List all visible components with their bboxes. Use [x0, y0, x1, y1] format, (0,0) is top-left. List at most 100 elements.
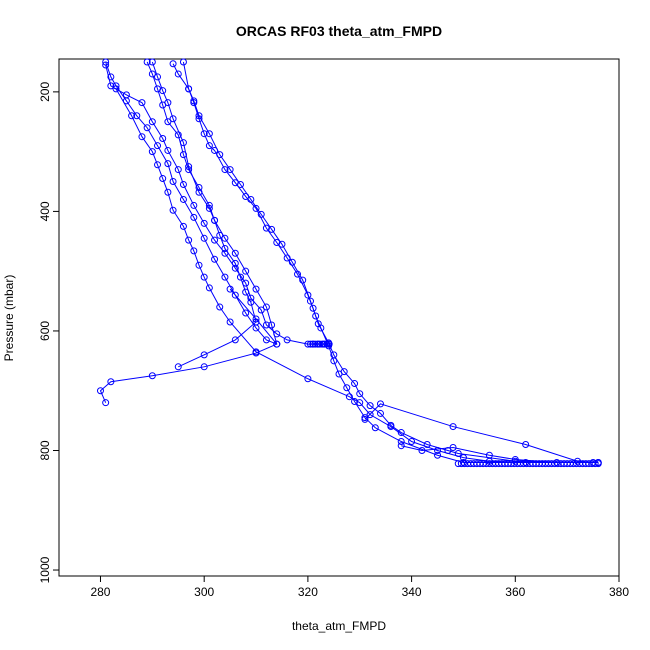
x-axis-label: theta_atm_FMPD: [292, 619, 386, 633]
series-6: [112, 85, 530, 466]
series-5: [102, 61, 333, 348]
data-point: [154, 161, 162, 169]
data-point: [371, 424, 379, 432]
data-point: [252, 348, 260, 356]
data-point: [107, 82, 115, 90]
data-point: [231, 336, 239, 344]
data-point: [190, 247, 198, 255]
data-point: [236, 273, 244, 281]
data-point: [211, 216, 219, 224]
data-point: [102, 61, 110, 69]
data-point: [242, 267, 250, 275]
data-point: [148, 372, 156, 380]
data-point: [252, 285, 260, 293]
data-point: [273, 238, 281, 246]
data-point: [205, 284, 213, 292]
data-point: [366, 411, 374, 419]
data-point: [107, 73, 115, 81]
data-point: [190, 99, 198, 107]
data-point: [221, 249, 229, 257]
dense-marker-run-2: [306, 340, 333, 348]
x-tick-label: 300: [194, 585, 214, 599]
data-point: [102, 399, 110, 407]
y-tick-label: 200: [38, 82, 52, 102]
data-point: [216, 303, 224, 311]
data-point: [594, 460, 602, 468]
data-point: [343, 384, 351, 392]
data-point: [434, 451, 442, 459]
data-point: [345, 393, 353, 401]
data-point: [325, 340, 333, 348]
x-tick-label: 340: [402, 585, 422, 599]
data-point: [273, 330, 281, 338]
data-point: [312, 312, 320, 320]
data-point: [133, 112, 141, 120]
data-point: [356, 390, 364, 398]
chart-title: ORCAS RF03 theta_atm_FMPD: [236, 23, 442, 39]
data-point: [366, 402, 374, 410]
series-7: [179, 58, 597, 466]
y-tick-label: 400: [38, 201, 52, 221]
data-point: [299, 276, 307, 284]
data-point: [323, 340, 331, 348]
data-point: [449, 423, 457, 431]
data-point: [148, 70, 156, 78]
data-point: [444, 446, 452, 454]
y-tick-label: 800: [38, 440, 52, 460]
data-point: [128, 112, 136, 120]
data-point: [159, 175, 167, 183]
data-point: [179, 58, 187, 66]
data-point: [252, 315, 260, 323]
data-point: [190, 213, 198, 221]
data-point: [174, 166, 182, 174]
data-point: [200, 363, 208, 371]
data-point: [316, 340, 324, 348]
x-tick-label: 320: [298, 585, 318, 599]
data-point: [211, 255, 219, 263]
data-point: [164, 99, 172, 107]
data-point: [200, 130, 208, 138]
data-point: [511, 455, 519, 463]
data-point: [200, 219, 208, 227]
data-point: [221, 234, 229, 242]
data-point: [252, 324, 260, 332]
data-point: [211, 146, 219, 154]
data-point: [268, 225, 276, 233]
data-point: [283, 254, 291, 262]
data-point: [376, 400, 384, 408]
series-4: [102, 58, 281, 348]
data-point: [306, 297, 314, 305]
data-point: [164, 118, 172, 126]
data-point: [262, 224, 270, 232]
x-axis: 280 300 320 340 360 380: [90, 576, 629, 599]
data-point: [231, 264, 239, 272]
data-point: [169, 60, 177, 68]
data-point: [242, 192, 250, 200]
data-point: [408, 438, 416, 446]
data-point: [205, 130, 213, 138]
series-2: [96, 58, 281, 407]
data-point: [169, 178, 177, 186]
data-point: [304, 340, 312, 348]
data-point: [179, 181, 187, 189]
data-point: [351, 380, 359, 388]
data-point: [216, 231, 224, 239]
data-point: [148, 58, 156, 66]
y-axis: 200 400 600 800 1000: [38, 82, 59, 583]
data-point: [226, 285, 234, 293]
data-point: [112, 85, 120, 93]
data-point: [262, 303, 270, 311]
data-point: [418, 446, 426, 454]
series-line: [105, 61, 278, 345]
data-point: [231, 179, 239, 187]
data-point: [96, 387, 104, 395]
x-tick-label: 280: [90, 585, 110, 599]
data-point: [242, 279, 250, 287]
data-point: [314, 320, 322, 328]
data-point: [242, 309, 250, 317]
data-point: [185, 236, 193, 244]
data-point: [179, 222, 187, 230]
data-point: [231, 291, 239, 299]
data-point: [330, 351, 338, 359]
series-line: [151, 61, 257, 368]
